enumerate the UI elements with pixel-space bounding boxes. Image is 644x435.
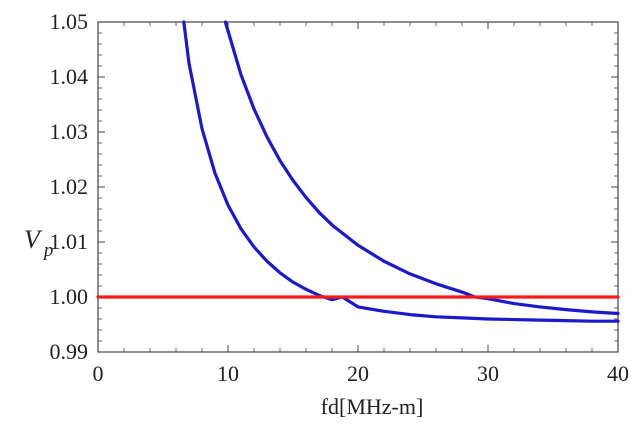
plot-frame	[97, 21, 619, 353]
axis-ticks	[97, 21, 619, 353]
y-tick-label: 1.04	[50, 64, 89, 89]
y-tick-label: 1.05	[50, 9, 89, 34]
x-tick-label: 40	[607, 361, 629, 386]
tick-labels: 0 10 20 30 40 0.99 1.00 1.01 1.02 1.03 1.04 1.05	[50, 9, 630, 386]
x-tick-label: 20	[347, 361, 369, 386]
x-tick-label: 30	[477, 361, 499, 386]
y-tick-label: 1.01	[50, 229, 89, 254]
y-axis-title: V p	[24, 225, 53, 261]
x-tick-label: 10	[217, 361, 239, 386]
y-tick-label: 1.00	[50, 284, 89, 309]
series-layer	[96, 20, 620, 323]
series-line-1	[182, 20, 620, 323]
x-axis-title: fd[MHz-m]	[321, 394, 424, 419]
y-tick-label: 1.03	[50, 119, 89, 144]
y-tick-label: 1.02	[50, 174, 89, 199]
x-tick-label: 0	[93, 361, 104, 386]
y-tick-label: 0.99	[50, 339, 89, 364]
series-line-2	[223, 20, 620, 316]
